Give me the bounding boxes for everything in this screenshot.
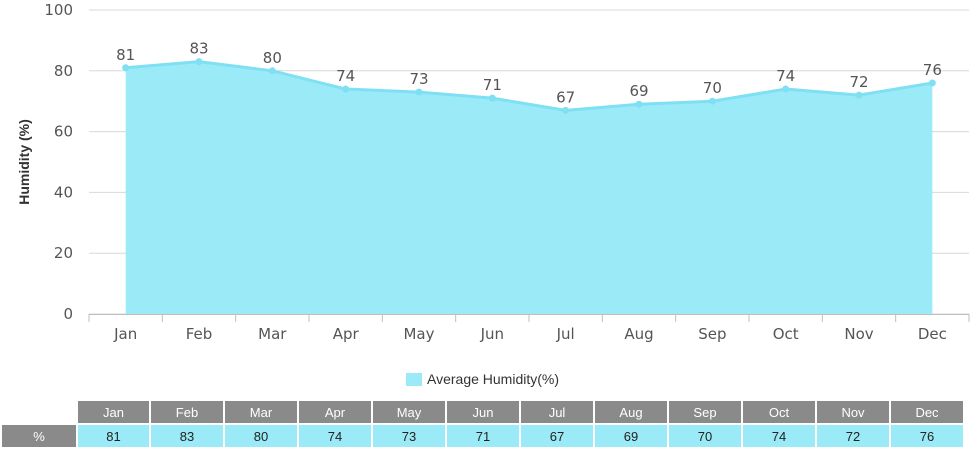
data-label-jan: 81	[116, 46, 135, 64]
legend: Average Humidity(%)	[406, 371, 559, 387]
x-tick-label-nov: Nov	[844, 325, 873, 343]
data-point-jul	[562, 106, 570, 114]
table-header-aug: Aug	[595, 401, 667, 423]
x-tick-label-jul: Jul	[556, 325, 575, 343]
humidity-area	[125, 61, 933, 315]
data-point-oct	[782, 85, 790, 93]
data-labels: 81 83 80 74 73 71 67 69 70 74 72 76	[116, 40, 942, 107]
x-tick-label-may: May	[403, 325, 434, 343]
y-tick-label-80: 80	[54, 62, 73, 80]
table-header-mar: Mar	[225, 401, 297, 423]
x-tick-label-dec: Dec	[918, 325, 947, 343]
legend-swatch-average-humidity	[406, 373, 422, 386]
x-tick-label-aug: Aug	[624, 325, 653, 343]
table-cell-aug: 69	[595, 423, 667, 447]
data-label-oct: 74	[776, 67, 795, 85]
table-cell-jan: 81	[78, 423, 149, 447]
x-tick-label-oct: Oct	[773, 325, 799, 343]
table-corner	[2, 401, 76, 423]
table-header-may: May	[373, 401, 445, 423]
data-label-mar: 80	[263, 49, 282, 67]
table-cell-apr: 74	[299, 423, 371, 447]
table-values-row: % 81 83 80 74 73 71 67 69 70 74 72 76	[2, 423, 963, 447]
data-point-mar	[268, 67, 276, 75]
table-cell-mar: 80	[225, 423, 297, 447]
y-tick-label-20: 20	[54, 244, 73, 262]
y-tick-label-60: 60	[54, 123, 73, 141]
data-points	[122, 58, 936, 114]
table-header-jul: Jul	[521, 401, 593, 423]
data-label-apr: 74	[336, 67, 355, 85]
x-tick-label-mar: Mar	[258, 325, 287, 343]
table-cell-feb: 83	[151, 423, 223, 447]
data-label-feb: 83	[189, 40, 208, 58]
y-tick-label-40: 40	[54, 183, 73, 201]
data-point-nov	[855, 91, 863, 99]
data-point-feb	[195, 58, 203, 66]
table-cell-sep: 70	[669, 423, 741, 447]
table-cell-may: 73	[373, 423, 445, 447]
x-tick-label-sep: Sep	[698, 325, 726, 343]
data-table: Jan Feb Mar Apr May Jun Jul Aug Sep Oct …	[0, 401, 965, 447]
y-tick-label-100: 100	[44, 1, 73, 19]
data-point-may	[415, 88, 423, 96]
y-tick-label-0: 0	[63, 305, 73, 323]
table-header-jun: Jun	[447, 401, 519, 423]
data-point-jan	[122, 64, 130, 72]
table-header-sep: Sep	[669, 401, 741, 423]
x-axis: Jan Feb Mar Apr May Jun Jul Aug Sep Oct Nov Dec	[88, 314, 970, 343]
data-label-jul: 67	[556, 88, 575, 106]
data-point-dec	[928, 79, 936, 87]
legend-label-average-humidity: Average Humidity(%)	[427, 371, 559, 387]
x-tick-label-feb: Feb	[186, 325, 213, 343]
data-label-dec: 76	[923, 61, 942, 79]
data-label-sep: 70	[703, 79, 722, 97]
data-point-apr	[342, 85, 350, 93]
table-cell-oct: 74	[743, 423, 815, 447]
table-header-oct: Oct	[743, 401, 815, 423]
x-tick-label-jan: Jan	[113, 325, 137, 343]
data-label-nov: 72	[849, 73, 868, 91]
data-label-may: 73	[409, 70, 428, 88]
humidity-area-chart: 0 20 40 60 80 100 Humidity (%) 81 83 80 74 73 71 67…	[16, 1, 970, 387]
table-header-nov: Nov	[817, 401, 889, 423]
x-tick-label-apr: Apr	[333, 325, 360, 343]
table-header-jan: Jan	[78, 401, 149, 423]
data-label-aug: 69	[629, 82, 648, 100]
data-point-sep	[708, 97, 716, 105]
data-point-jun	[488, 94, 496, 102]
table-header-feb: Feb	[151, 401, 223, 423]
y-axis-ticks: 0 20 40 60 80 100	[44, 1, 73, 323]
table-header-row: Jan Feb Mar Apr May Jun Jul Aug Sep Oct …	[2, 401, 963, 423]
y-axis-label: Humidity (%)	[16, 119, 32, 205]
data-point-aug	[635, 100, 643, 108]
humidity-line	[125, 60, 933, 112]
table-cell-jul: 67	[521, 423, 593, 447]
data-label-jun: 71	[483, 76, 502, 94]
table-cell-nov: 72	[817, 423, 889, 447]
table-cell-jun: 71	[447, 423, 519, 447]
table-row-label: %	[2, 423, 76, 447]
x-tick-label-jun: Jun	[480, 325, 504, 343]
table-header-apr: Apr	[299, 401, 371, 423]
table-cell-dec: 76	[891, 423, 963, 447]
table-header-dec: Dec	[891, 401, 963, 423]
